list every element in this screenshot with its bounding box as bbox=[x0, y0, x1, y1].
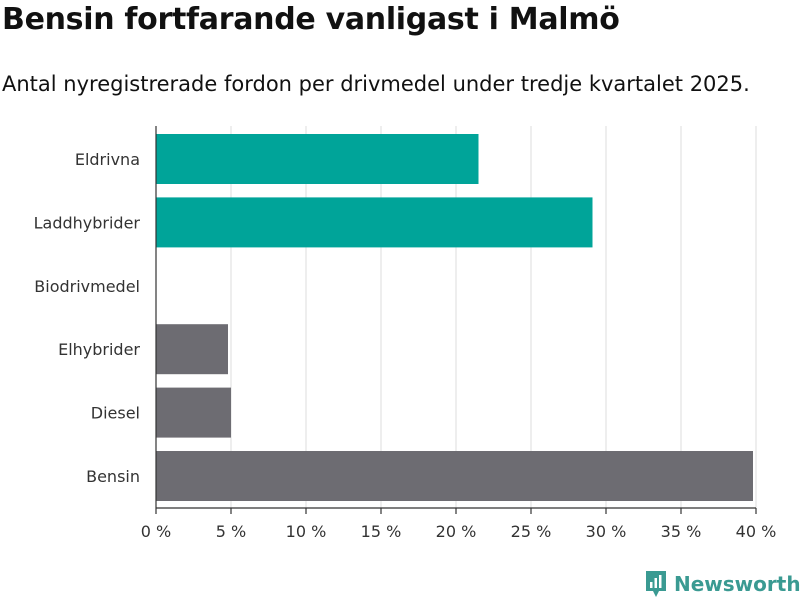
bar-laddhybrider bbox=[156, 197, 593, 248]
x-tick-label: 0 % bbox=[141, 522, 171, 541]
bar-diesel bbox=[156, 387, 231, 438]
category-label: Diesel bbox=[91, 404, 140, 423]
category-label: Bensin bbox=[86, 467, 140, 486]
x-tick-label: 15 % bbox=[361, 522, 402, 541]
x-tick-label: 30 % bbox=[586, 522, 627, 541]
category-label: Laddhybrider bbox=[34, 213, 141, 232]
x-tick-label: 10 % bbox=[286, 522, 327, 541]
x-tick-label: 25 % bbox=[511, 522, 552, 541]
category-label: Eldrivna bbox=[75, 150, 140, 169]
brand-name: Newsworthy bbox=[674, 572, 800, 596]
x-tick-label: 20 % bbox=[436, 522, 477, 541]
x-tick-label: 40 % bbox=[736, 522, 777, 541]
category-label: Biodrivmedel bbox=[34, 277, 140, 296]
newsworthy-logo: Newsworthy bbox=[644, 569, 800, 599]
bar-eldrivna bbox=[156, 134, 479, 184]
x-tick-label: 5 % bbox=[216, 522, 246, 541]
bar-bensin bbox=[156, 451, 753, 501]
bar-elhybrider bbox=[156, 324, 228, 375]
chart-subtitle: Antal nyregistrerade fordon per drivmede… bbox=[2, 72, 750, 96]
chart-title: Bensin fortfarande vanligast i Malmö bbox=[2, 2, 620, 37]
category-label: Elhybrider bbox=[58, 340, 140, 359]
x-tick-label: 35 % bbox=[661, 522, 702, 541]
chart-logo-icon bbox=[646, 571, 666, 597]
